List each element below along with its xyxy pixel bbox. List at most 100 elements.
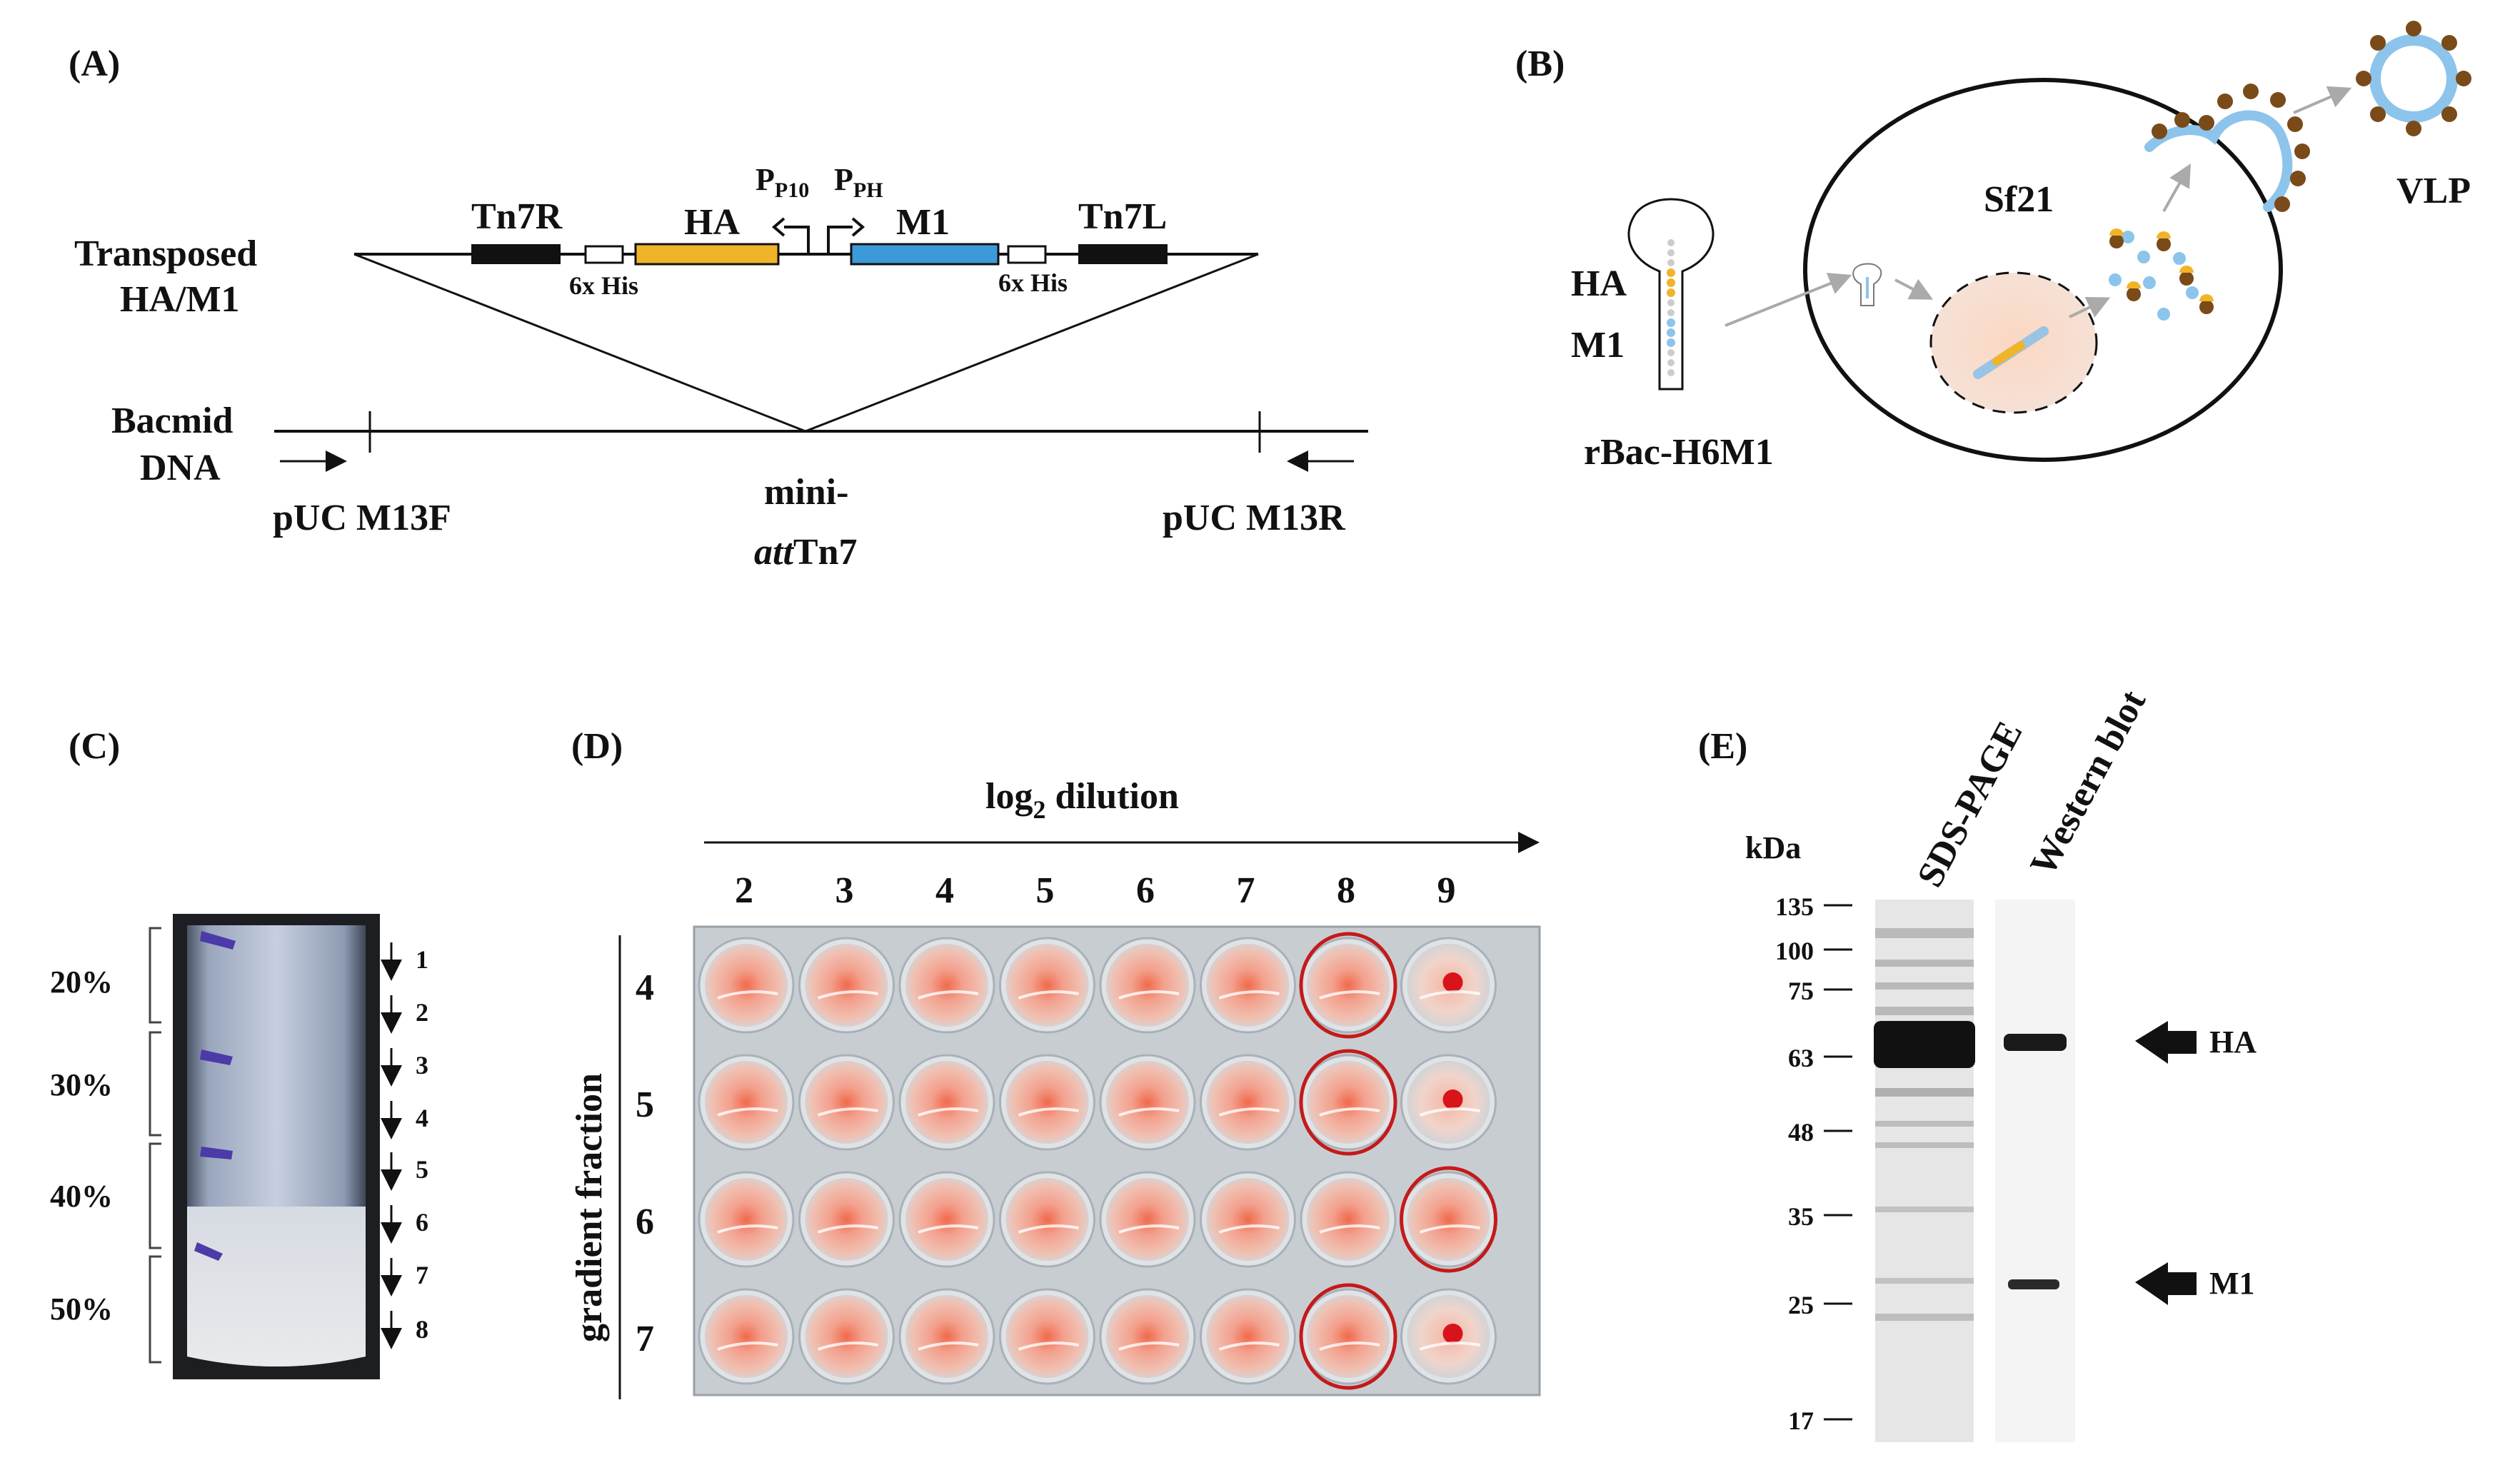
dilution-column-5: 5 (1036, 870, 1055, 911)
endpoint-circle (1299, 1049, 1397, 1156)
well-7-2 (698, 1288, 795, 1385)
gradient-brackets (149, 927, 161, 1364)
panel-d-label: (D) (571, 726, 623, 767)
lane-western-label: Western blot (2022, 683, 2154, 882)
column-labels: 2 3 4 5 6 7 8 9 (735, 870, 1456, 911)
sds-page-bands (1874, 928, 1975, 1321)
bacmid-m1-label: M1 (1571, 325, 1625, 366)
fraction-5: 5 (416, 1155, 428, 1184)
fraction-marks (194, 931, 236, 1261)
panel-d: (D) log2 dilution gradient fraction 2 3 4 5… (569, 726, 1541, 1399)
promoter-p10-arrow (784, 226, 810, 254)
well-5-9 (1400, 1054, 1497, 1151)
well-5-8 (1299, 1049, 1397, 1156)
vlp-label: VLP (2396, 171, 2471, 211)
gradient-row-5: 5 (636, 1084, 654, 1125)
percent-30: 30% (50, 1067, 113, 1102)
well-6-6 (1099, 1171, 1196, 1268)
fraction-2: 2 (416, 998, 428, 1027)
gradient-row-6: 6 (636, 1202, 654, 1242)
tube-bottom-layer (187, 1207, 366, 1366)
well-5-5 (999, 1054, 1095, 1151)
his-tag-left (584, 245, 624, 264)
western-m1-band (2008, 1279, 2059, 1289)
ha-band-arrow (2135, 1021, 2197, 1064)
percent-20: 20% (50, 965, 113, 1000)
promoter-p10-head (771, 217, 785, 237)
well-7-5 (999, 1288, 1095, 1385)
fraction-6: 6 (416, 1208, 428, 1237)
marker-63: 63 (1788, 1044, 1814, 1072)
endpoint-circle (1299, 1283, 1397, 1390)
well-5-2 (698, 1054, 795, 1151)
nucleus (1929, 271, 2098, 414)
gradient-row-4: 4 (636, 967, 654, 1008)
fraction-1: 1 (416, 945, 428, 974)
v-line-right (805, 253, 1259, 433)
well-7-4 (898, 1288, 995, 1385)
bacmid-genes (1667, 239, 1675, 376)
well-4-7 (1200, 937, 1296, 1034)
panel-c: (C) 20% 30% 40% 50% (50, 726, 428, 1379)
sf21-cell (1803, 78, 2283, 462)
gradient-fraction-label: gradient fraction (569, 1073, 610, 1342)
transposed-label-2: HA/M1 (120, 279, 240, 320)
well-4-4 (898, 937, 995, 1034)
promoter-ph-arrow (827, 226, 853, 254)
dilution-column-8: 8 (1337, 870, 1355, 911)
nucleus-dna-ha (1992, 341, 2025, 366)
ha-gene-box (634, 243, 780, 266)
dilution-column-7: 7 (1237, 870, 1255, 911)
arrow-to-nucleus (1894, 278, 1934, 300)
well-4-5 (999, 937, 1095, 1034)
panel-b: (B) HA M1 rBac-H6M1 Sf21 (1515, 21, 2471, 473)
row-labels: 4 5 6 7 (636, 967, 654, 1359)
panel-e: (E) kDa SDS-PAGE Western blot 135 100 75 63… (1698, 683, 2257, 1442)
well-7-6 (1099, 1288, 1196, 1385)
arrow-transfect (1725, 273, 1852, 327)
panel-a: (A) Tn7R HA PP10 PPH M1 Tn7L 6x His 6x H… (69, 44, 1368, 573)
v-line-left (353, 253, 806, 433)
m1-label: M1 (896, 202, 950, 243)
marker-135: 135 (1775, 892, 1814, 921)
lane-sds-page-label: SDS-PAGE (1909, 715, 2030, 893)
dilution-column-2: 2 (735, 870, 753, 911)
well-6-2 (698, 1171, 795, 1268)
dilution-column-4: 4 (935, 870, 954, 911)
primer-f-label: pUC M13F (273, 498, 451, 538)
endpoint-circle (1299, 932, 1397, 1039)
well-4-3 (798, 937, 895, 1034)
molecular-weight-markers: 135 100 75 63 48 35 25 17 (1775, 892, 1852, 1435)
arrow-to-membrane (2162, 163, 2191, 212)
well-7-8 (1299, 1283, 1397, 1390)
mini-label-1: mini- (764, 472, 848, 513)
dilution-title: log2 dilution (985, 776, 1179, 824)
dilution-column-3: 3 (835, 870, 854, 911)
well-5-6 (1099, 1054, 1196, 1151)
well-4-9 (1400, 937, 1497, 1034)
m1-band-label: M1 (2209, 1266, 2255, 1301)
western-ha-band (2004, 1034, 2067, 1051)
marker-100: 100 (1775, 937, 1814, 965)
transposed-label-1: Transposed (74, 233, 257, 274)
sds-page-lane (1875, 900, 1974, 1442)
well-6-8 (1300, 1171, 1397, 1268)
marker-75: 75 (1788, 977, 1814, 1005)
panel-b-label: (B) (1515, 44, 1565, 84)
western-blot-lane (1995, 900, 2075, 1442)
tn7r-box (471, 244, 561, 264)
p-ph-label: PPH (834, 162, 883, 202)
panel-a-label: (A) (69, 44, 120, 84)
p-p10-label: PP10 (756, 162, 809, 202)
well-4-8 (1299, 932, 1397, 1039)
well-6-5 (999, 1171, 1095, 1268)
his-tag-right (1007, 245, 1047, 264)
tn7l-label: Tn7L (1078, 196, 1167, 237)
budding-vlp (2144, 84, 2310, 212)
tn7r-label: Tn7R (471, 196, 563, 237)
fraction-4: 4 (416, 1104, 428, 1132)
vlp-particle (2356, 21, 2471, 136)
arrow-release (2293, 86, 2352, 114)
gradient-row-7: 7 (636, 1319, 654, 1359)
